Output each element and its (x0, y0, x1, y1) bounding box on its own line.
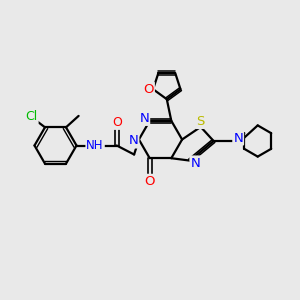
Text: N: N (140, 112, 149, 125)
Text: N: N (233, 131, 243, 145)
Text: N: N (129, 134, 138, 148)
Text: NH: NH (86, 139, 104, 152)
Text: O: O (143, 83, 154, 96)
Text: S: S (196, 115, 205, 128)
Text: Cl: Cl (26, 110, 38, 123)
Text: O: O (145, 175, 155, 188)
Text: O: O (112, 116, 122, 129)
Text: N: N (190, 157, 200, 169)
